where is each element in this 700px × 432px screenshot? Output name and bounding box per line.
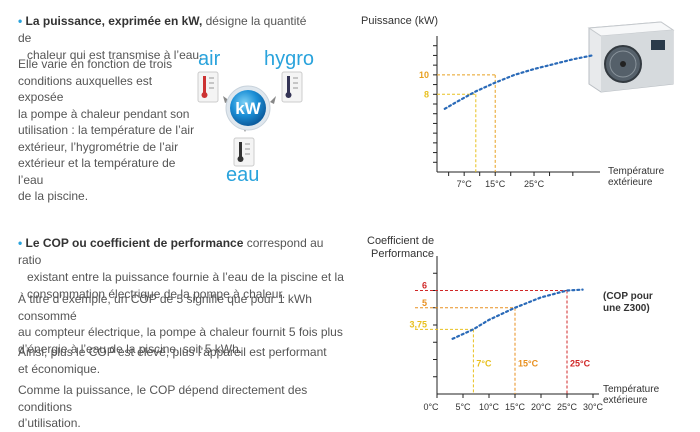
section1-title-line2: chaleur qui est transmise à l’eau. <box>27 48 203 62</box>
air-thermometer-icon <box>197 71 219 103</box>
chart2-x-highlight-label: 15°C <box>518 358 539 368</box>
kw-center-label: kW <box>235 99 261 118</box>
chart2-xlabel: extérieure <box>603 395 648 406</box>
chart1-x-tick-label: 25°C <box>524 179 545 189</box>
water-thermometer-icon <box>233 137 255 167</box>
hygrometer-icon <box>281 71 303 103</box>
chart2-ylabel: Coefficient de <box>367 235 434 247</box>
section2-title-line: existant entre la puissance fournie à l’… <box>27 270 344 284</box>
chart2-x-tick-label: 30°C <box>583 402 604 412</box>
section1-paragraph-line: la pompe à chaleur pendant son <box>18 106 190 121</box>
section2-title: • Le COP ou coefficient de performance c… <box>18 235 348 303</box>
section1-paragraph-line: utilisation : la température de l’air <box>18 123 195 137</box>
chart1-series-line <box>443 54 594 110</box>
section2-paragraph-3: Comme la puissance, le COP dépend direct… <box>18 382 348 432</box>
section2-title-bold: Le COP ou coefficient de performance <box>25 236 244 250</box>
section2-paragraph-2-line: et économique. <box>18 361 101 376</box>
factors-diagram: air hygro eau <box>190 46 320 186</box>
section1-title-rest: désigne la quantité de <box>18 14 307 45</box>
section2-paragraph-2: Ainsi, plus le COP est élevé, plus l’app… <box>18 344 348 377</box>
chart2-x-tick-label: 0°C <box>423 402 439 412</box>
power-chart: Puissance (kW) 7°C 15°C 25°C Températureext… <box>361 15 675 189</box>
chart1-y-highlight-label: 8 <box>424 89 429 99</box>
eau-label: eau <box>226 164 260 186</box>
chart2-annotation: (COP pour <box>603 291 653 302</box>
chart2-y-highlight-label: 6 <box>422 281 427 291</box>
chart1-xlabel: extérieure <box>608 177 653 188</box>
bullet-icon: • <box>18 14 23 28</box>
section2-paragraph-3-line: Comme la puissance, le COP dépend direct… <box>18 383 308 414</box>
chart1-y-highlight-label: 10 <box>419 70 429 80</box>
chart2-x-highlight-label: 25°C <box>570 358 591 368</box>
section2-title-lines: existant entre la puissance fournie à l’… <box>18 269 348 303</box>
kw-badge-icon <box>230 90 266 126</box>
chart2-xlabel: Température <box>603 384 660 395</box>
chart2-y-highlight-label: 5 <box>422 298 427 308</box>
air-label: air <box>198 48 221 70</box>
chart2-series-line <box>451 288 584 340</box>
chart1-ylabel: Puissance (kW) <box>361 15 438 27</box>
chart2-x-tick-label: 5°C <box>455 402 471 412</box>
bullet-icon: • <box>18 236 23 250</box>
chart1-xlabel: Température <box>608 166 665 177</box>
chart2-x-tick-label: 20°C <box>531 402 552 412</box>
chart2-y-highlight-label: 3,75 <box>409 319 427 329</box>
section2-paragraph-2-line: Ainsi, plus le COP est élevé, plus l’app… <box>18 345 327 359</box>
section1-paragraph-line: conditions auxquelles est exposée <box>18 73 153 105</box>
chart1-x-tick-label: 7°C <box>457 179 473 189</box>
section2-paragraph-1-line: au compteur électrique, la pompe à chale… <box>18 325 343 339</box>
heat-pump-image <box>587 21 675 93</box>
hygro-label: hygro <box>264 48 315 70</box>
section2-paragraph-1: À titre d’exemple, un COP de 5 signifie … <box>18 291 348 357</box>
chart2-x-tick-label: 15°C <box>505 402 526 412</box>
diagram-graphic: kW <box>197 71 303 167</box>
section1-paragraph-line: de la piscine. <box>18 189 89 203</box>
section2-title-rest: correspond au ratio <box>18 236 324 267</box>
chart2-x-tick-label: 25°C <box>557 402 578 412</box>
section1-paragraph-line: extérieur et la température de l’eau <box>18 156 176 187</box>
section1-paragraph-line: extérieur, l’hygrométrie de l’air <box>18 139 179 154</box>
chart2-x-highlight-label: 7°C <box>476 358 492 368</box>
section1-paragraph-line: Elle varie en fonction de trois <box>18 57 173 71</box>
chart1-x-tick-label: 15°C <box>485 179 506 189</box>
section1-title: • La puissance, exprimée en kW, désigne … <box>18 13 308 64</box>
section1-paragraph: Elle varie en fonction de trois condition… <box>18 56 198 205</box>
section2-paragraph-1-line: À titre d’exemple, un COP de 5 signifie … <box>18 292 312 323</box>
section2-title-line: consommation électrique de la pompe à ch… <box>27 287 286 301</box>
chart2-x-tick-label: 10°C <box>479 402 500 412</box>
section2-paragraph-1-line: d’énergie à l’eau de la piscine, soit 5 … <box>18 341 243 356</box>
section1-title-bold: La puissance, exprimée en kW, <box>25 14 203 28</box>
chart2-annotation: une Z300) <box>603 303 650 314</box>
section2-paragraph-3-line: d’utilisation. <box>18 416 81 430</box>
chart2-ylabel: Performance <box>371 248 434 260</box>
